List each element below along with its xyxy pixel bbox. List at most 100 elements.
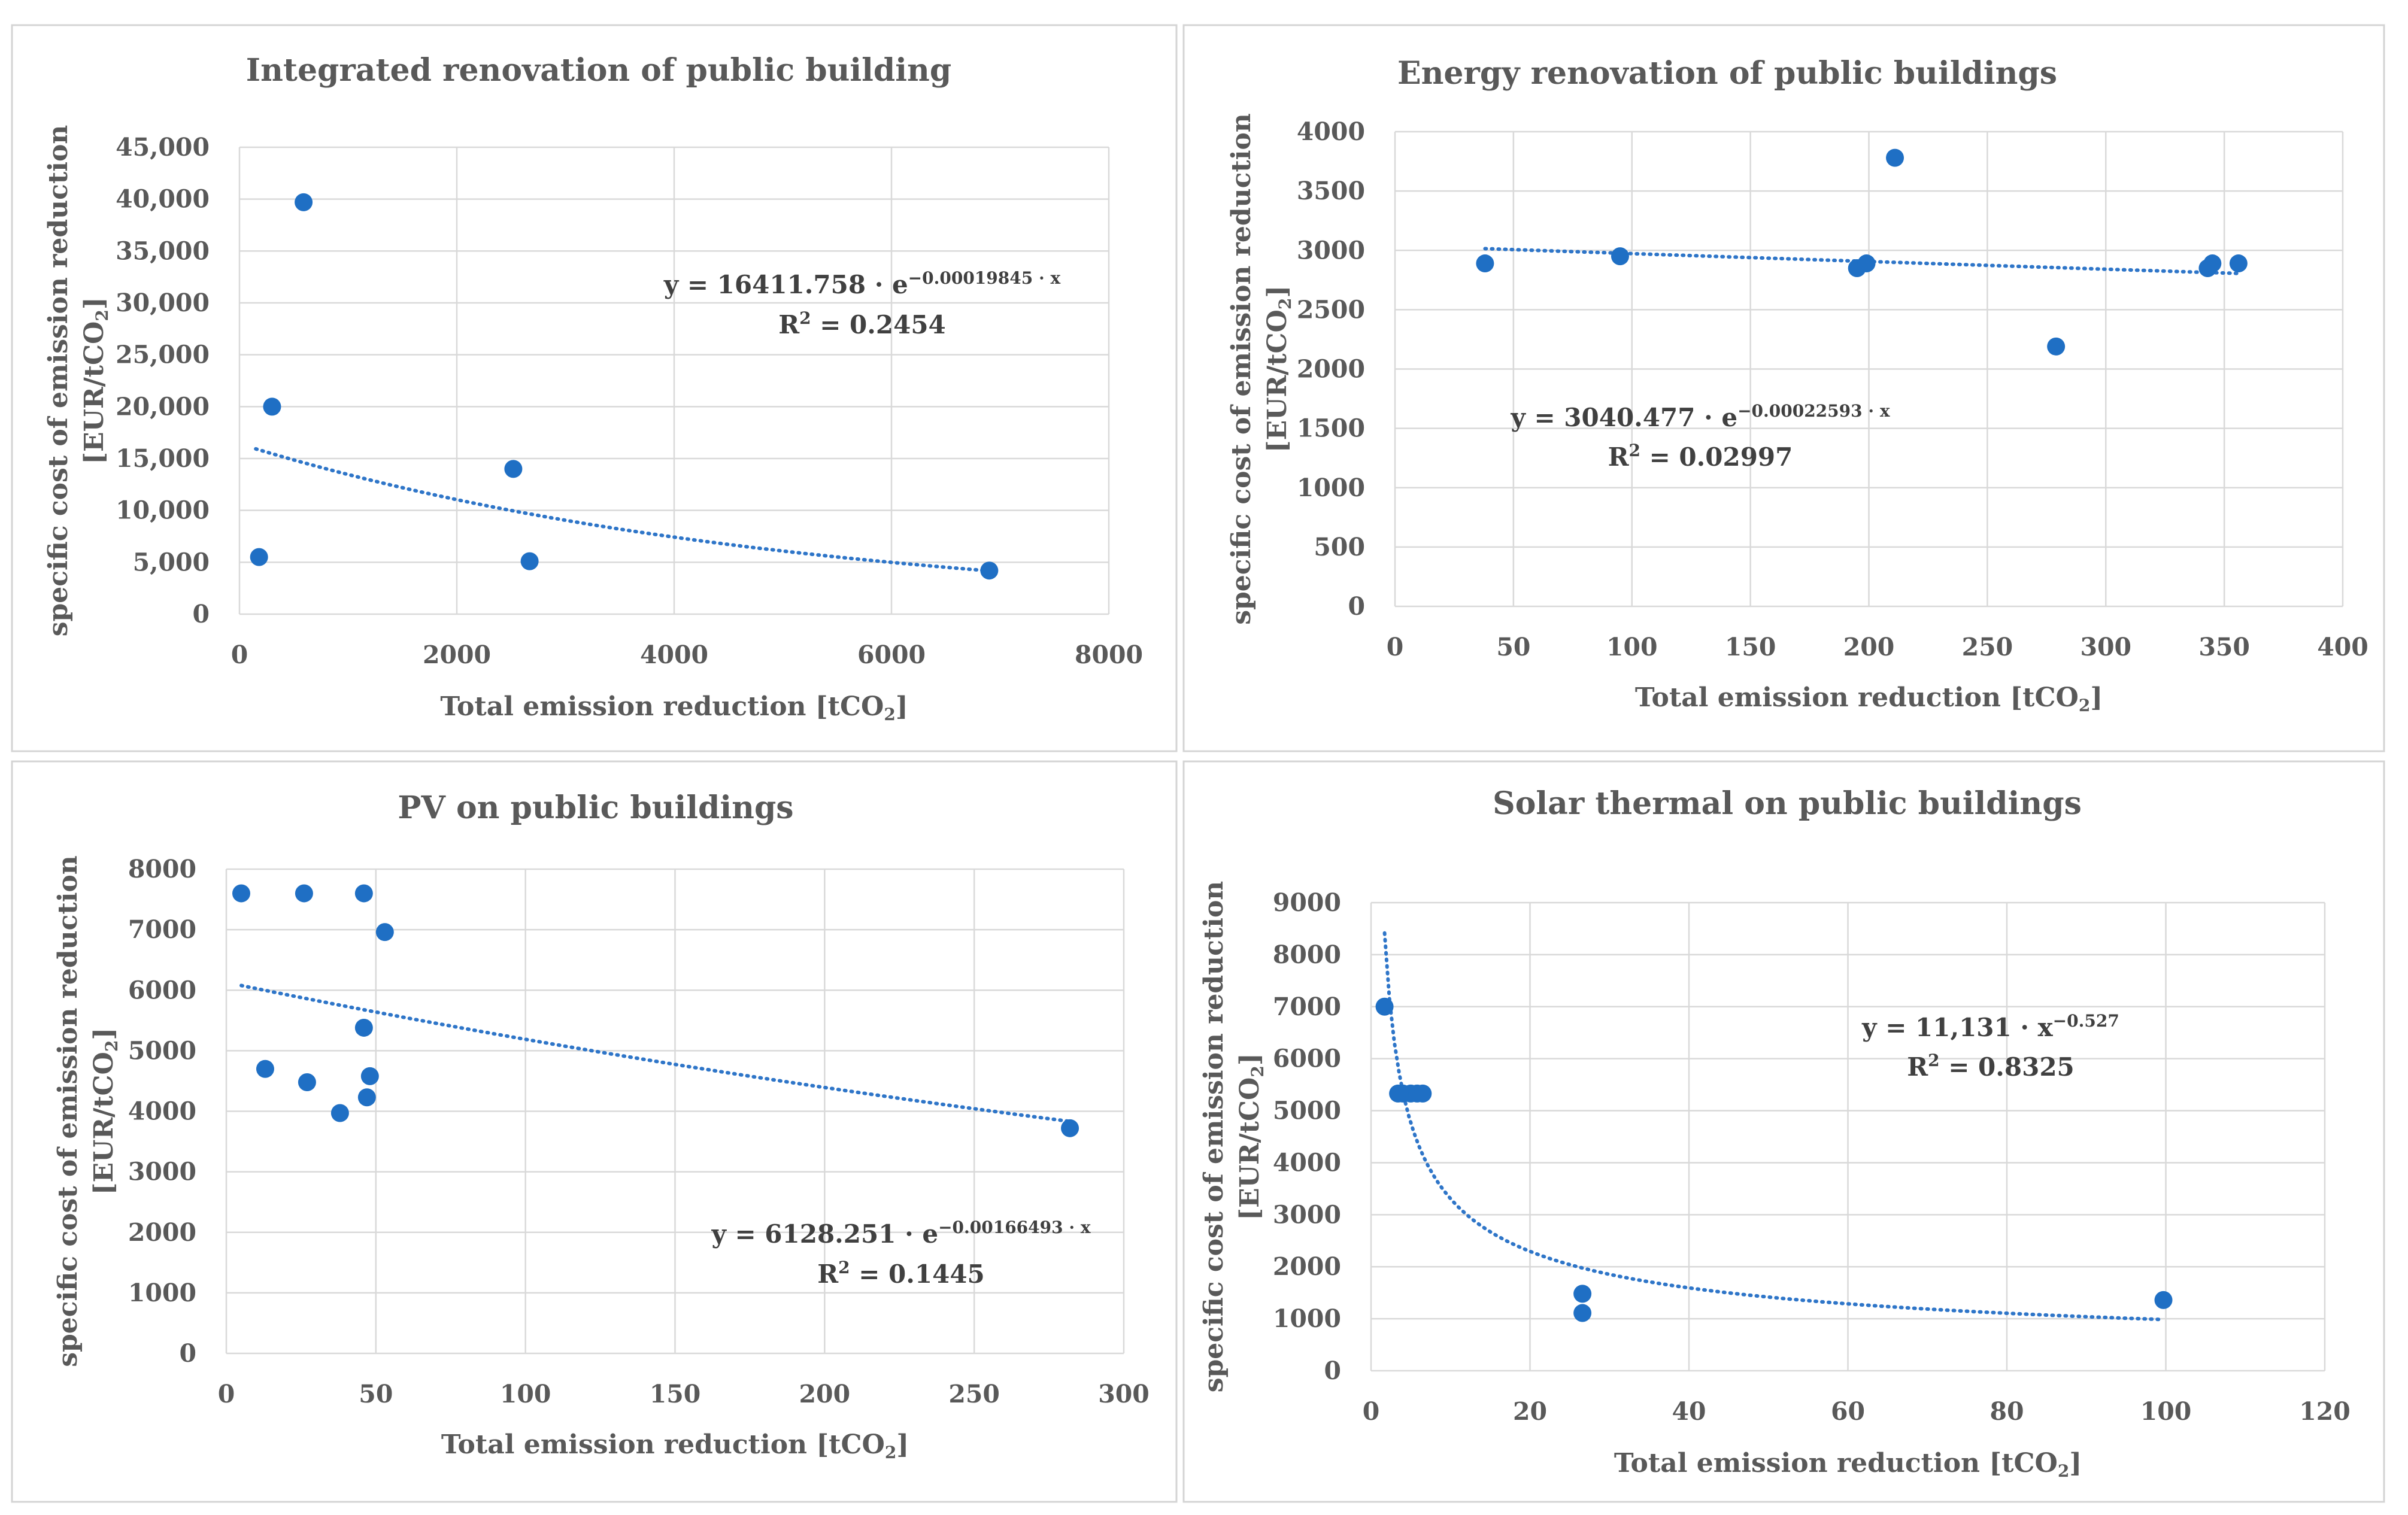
x-tick-label: 400 <box>2317 633 2368 661</box>
x-tick-label: 300 <box>2080 633 2131 661</box>
x-tick-label: 60 <box>1831 1397 1865 1426</box>
data-point <box>250 548 268 566</box>
data-point <box>2154 1291 2173 1309</box>
data-point <box>330 1104 349 1122</box>
x-tick-label: 40 <box>1672 1397 1706 1426</box>
x-tick-label: 300 <box>1098 1380 1150 1408</box>
x-tick-label: 50 <box>1496 633 1530 661</box>
y-tick-label: 5,000 <box>133 548 210 576</box>
chart-panel-1: Integrated renovation of public building… <box>11 24 1178 752</box>
data-point <box>1573 1285 1592 1303</box>
x-tick-label: 50 <box>359 1380 393 1408</box>
x-tick-label: 150 <box>1725 633 1776 661</box>
y-tick-label: 3000 <box>128 1158 196 1186</box>
y-tick-label: 0 <box>179 1339 196 1368</box>
y-tick-label: 20,000 <box>116 392 210 421</box>
x-axis-title: Total emission reduction [tCO2] <box>1614 1448 2082 1481</box>
chart-panel-2: Energy renovation of public buildings 0 50… <box>1182 24 2385 752</box>
y-axis-title-line1: specific cost of emission reduction <box>43 125 74 637</box>
x-tick-label: 100 <box>1606 633 1658 661</box>
data-point <box>1611 247 1629 266</box>
data-point <box>520 552 539 570</box>
x-tick-label: 120 <box>2299 1397 2351 1426</box>
r-squared-label: R2 = 0.02997 <box>1608 441 1793 472</box>
r-squared-label: R2 = 0.2454 <box>778 308 946 339</box>
y-tick-label: 4000 <box>1273 1148 1341 1177</box>
data-point <box>504 460 523 478</box>
y-tick-label: 1000 <box>1273 1304 1341 1333</box>
trendline <box>239 983 1072 1124</box>
y-axis-title-line2: [EUR/tCO2] <box>1235 1053 1267 1220</box>
y-axis-title-line1: specific cost of emission reduction <box>1226 113 1257 625</box>
x-tick-label: 200 <box>799 1380 851 1408</box>
chart-title: Energy renovation of public buildings <box>1397 55 2057 92</box>
x-axis-title: Total emission reduction [tCO2] <box>1635 682 2103 715</box>
trendline-equation: y = 16411.758 · e−0.00019845 · x <box>663 268 1061 299</box>
y-tick-label: 3500 <box>1297 177 1365 205</box>
trendline <box>254 447 997 573</box>
chart-panel-3: PV on public buildings010002000300040005… <box>11 760 1178 1503</box>
trendline <box>1382 931 2166 1322</box>
x-tick-label: 200 <box>1843 633 1895 661</box>
x-tick-label: 350 <box>2198 633 2250 661</box>
data-point <box>980 561 999 580</box>
data-point <box>2047 337 2066 356</box>
y-tick-label: 0 <box>1324 1356 1341 1385</box>
y-tick-label: 45,000 <box>116 133 210 162</box>
x-tick-label: 100 <box>500 1380 551 1408</box>
y-tick-label: 25,000 <box>116 341 210 369</box>
y-tick-label: 7000 <box>1273 992 1341 1021</box>
y-tick-label: 3000 <box>1297 236 1365 265</box>
y-tick-label: 7000 <box>128 915 196 944</box>
x-tick-label: 250 <box>948 1380 1000 1408</box>
trendline-equation: y = 11,131 · x−0.527 <box>1861 1011 2119 1042</box>
y-tick-label: 2000 <box>1297 355 1365 384</box>
chart-title: PV on public buildings <box>398 790 793 826</box>
data-point <box>2229 254 2248 273</box>
y-tick-label: 2000 <box>128 1218 196 1247</box>
y-tick-label: 6000 <box>1273 1045 1341 1073</box>
chart-frame <box>1182 24 2385 752</box>
chart-frame <box>1182 760 2385 1503</box>
x-axis-title: Total emission reduction [tCO2] <box>440 691 908 724</box>
y-axis-title-line1: specific cost of emission reduction <box>53 855 83 1367</box>
y-tick-label: 1500 <box>1297 414 1365 443</box>
trendline-equation: y = 6128.251 · e−0.00166493 · x <box>711 1218 1090 1249</box>
data-point <box>357 1088 376 1107</box>
y-tick-label: 2500 <box>1297 295 1365 324</box>
data-point <box>375 923 394 942</box>
x-tick-label: 100 <box>2140 1397 2192 1426</box>
data-point <box>1375 997 1394 1016</box>
data-point <box>256 1059 274 1078</box>
y-tick-label: 40,000 <box>116 185 210 214</box>
data-point <box>1414 1084 1432 1103</box>
x-tick-label: 0 <box>231 640 248 669</box>
x-tick-label: 80 <box>1990 1397 2024 1426</box>
data-point <box>1886 148 1904 167</box>
y-tick-label: 0 <box>192 600 210 629</box>
y-tick-label: 30,000 <box>116 289 210 317</box>
chart-frame <box>11 760 1178 1503</box>
x-tick-label: 0 <box>1387 633 1404 661</box>
y-tick-label: 3000 <box>1273 1200 1341 1229</box>
y-tick-label: 35,000 <box>116 236 210 265</box>
y-tick-label: 1000 <box>128 1279 196 1307</box>
y-tick-label: 8000 <box>1273 940 1341 969</box>
y-tick-label: 5000 <box>128 1036 196 1065</box>
chart-title: Solar thermal on public buildings <box>1493 785 2082 822</box>
data-point <box>295 884 313 903</box>
x-tick-label: 150 <box>650 1380 701 1408</box>
y-tick-label: 4000 <box>1297 117 1365 146</box>
data-point <box>354 884 373 903</box>
x-axis-title: Total emission reduction [tCO2] <box>441 1429 909 1462</box>
x-tick-label: 0 <box>218 1380 235 1408</box>
y-tick-label: 10,000 <box>116 496 210 525</box>
y-axis-title-line2: [EUR/tCO2] <box>1262 286 1295 453</box>
data-point <box>2203 254 2222 273</box>
y-tick-label: 15,000 <box>116 444 210 473</box>
y-tick-label: 5000 <box>1273 1097 1341 1125</box>
y-tick-label: 6000 <box>128 976 196 1004</box>
r-squared-label: R2 = 0.1445 <box>817 1258 985 1289</box>
x-tick-label: 250 <box>1962 633 2013 661</box>
